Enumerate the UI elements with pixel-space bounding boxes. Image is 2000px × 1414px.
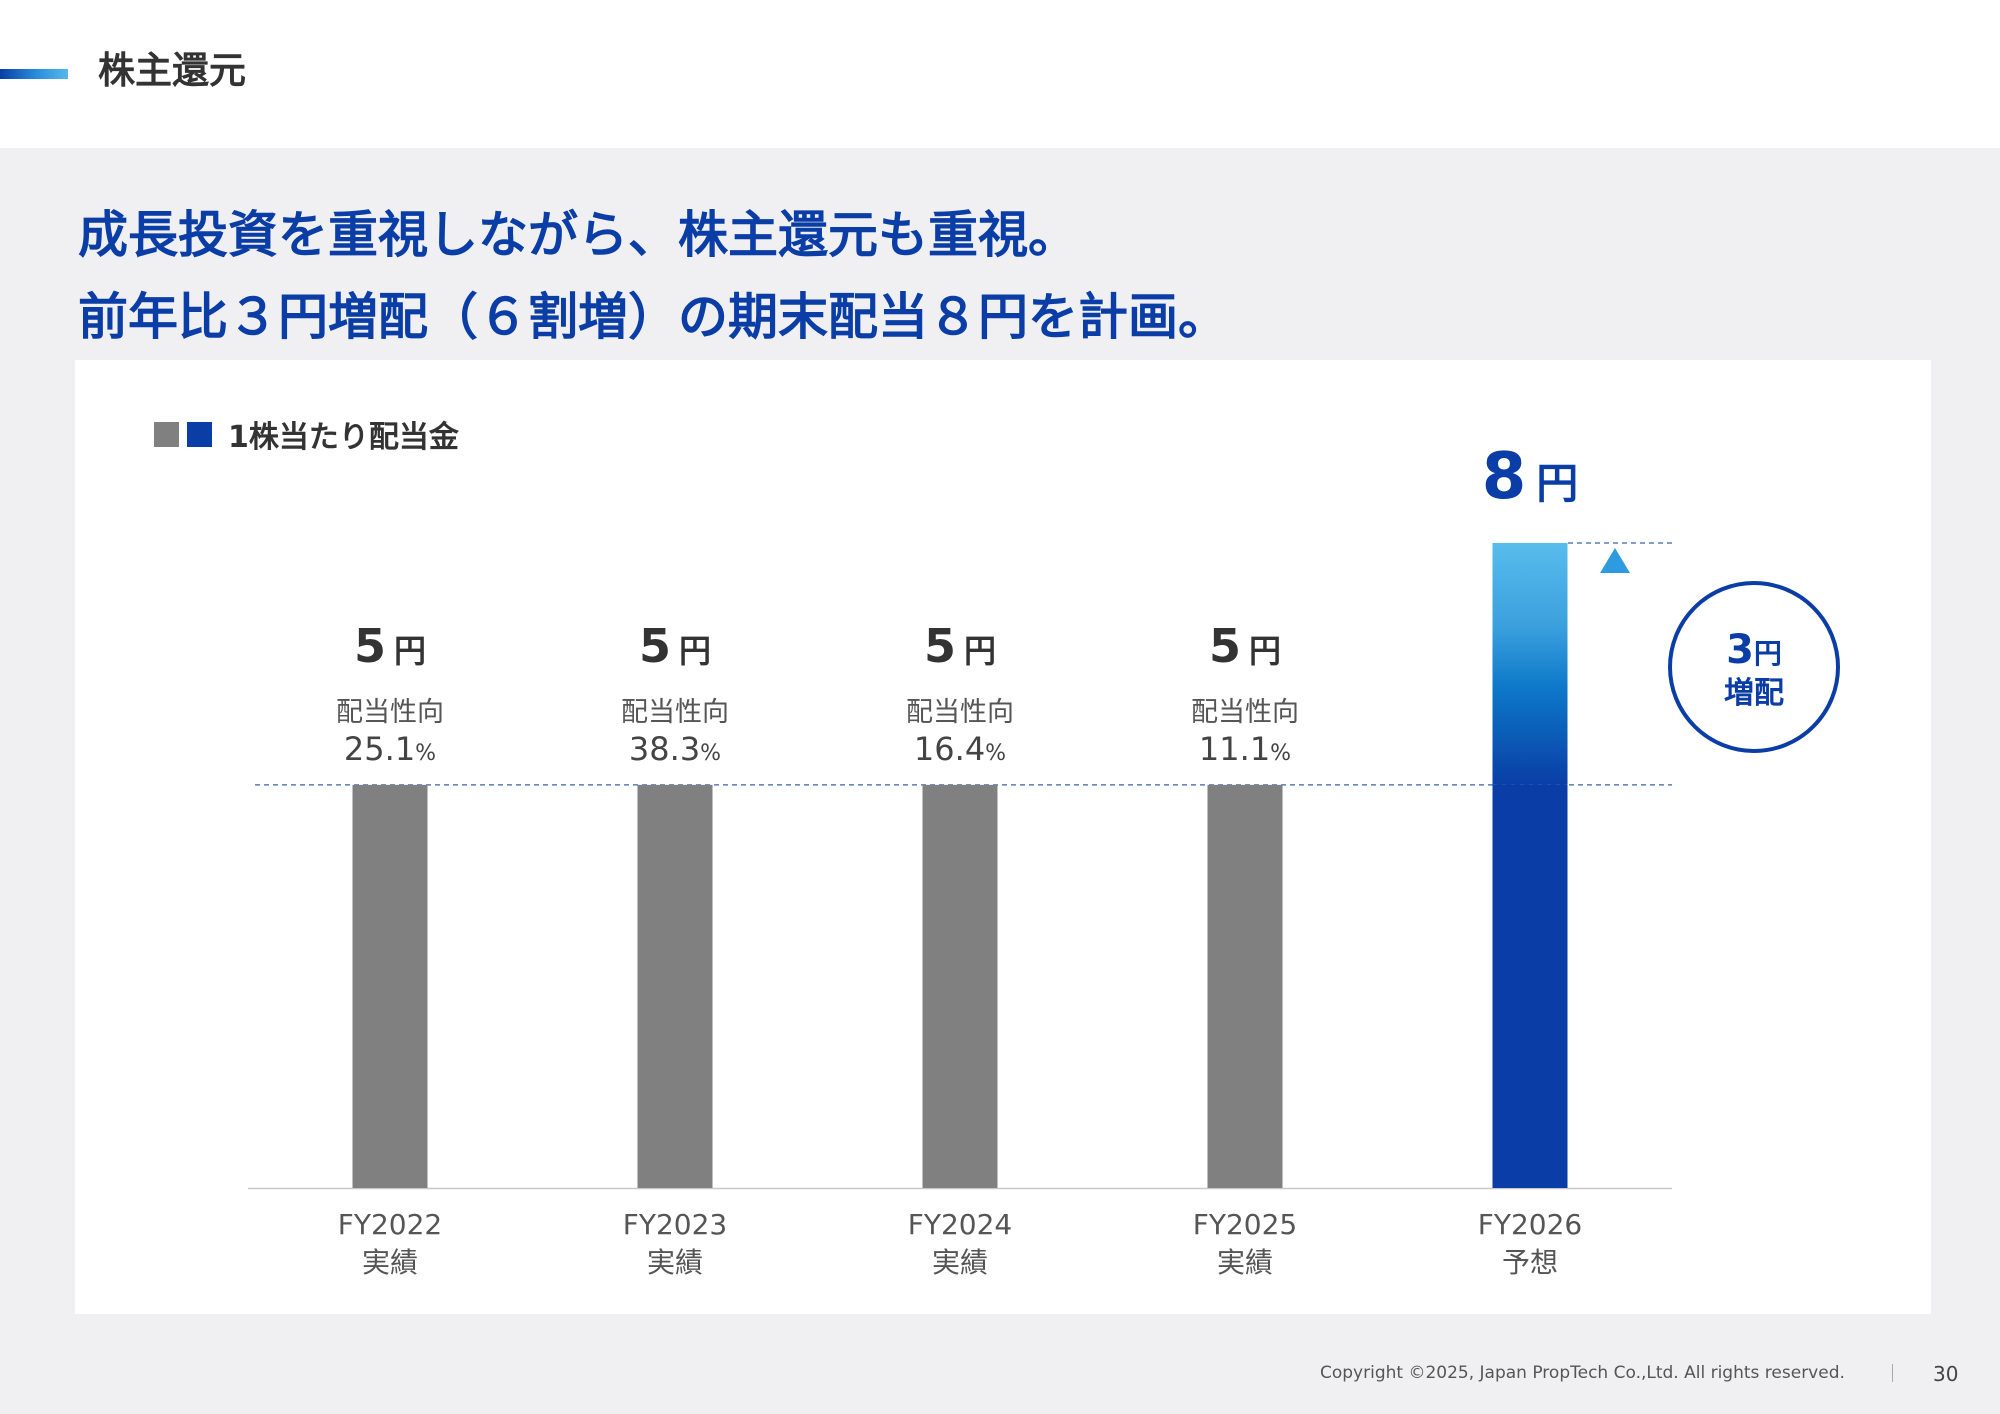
legend-swatch-actual	[154, 421, 179, 447]
footer-separator	[1892, 1364, 1893, 1382]
payout-ratio-label: 配当性向	[621, 697, 729, 728]
section-title: 株主還元	[98, 49, 246, 92]
increase-badge-value: 3円	[1726, 627, 1782, 673]
header-accent-bar	[0, 69, 68, 79]
page-number: 30	[1933, 1362, 1959, 1386]
x-tick-label-FY2023: FY2023	[623, 1208, 727, 1241]
chart-title: 1株当たり配当金	[228, 420, 459, 455]
payout-ratio-label: 配当性向	[1191, 697, 1299, 728]
payout-ratio-label: 配当性向	[906, 697, 1014, 728]
bar-FY2023	[637, 784, 713, 1188]
x-tick-label-FY2025: FY2025	[1193, 1208, 1297, 1241]
bar-FY2022	[352, 784, 428, 1188]
chart-legend: 1株当たり配当金	[154, 418, 459, 455]
payout-ratio-value-FY2025: 11.1%	[1199, 730, 1291, 768]
bar-FY2026-base	[1492, 784, 1568, 1188]
x-tick-sublabel-FY2024: 実績	[932, 1246, 988, 1279]
payout-ratio-value-FY2024: 16.4%	[914, 730, 1006, 768]
increase-badge-label: 増配	[1724, 676, 1784, 711]
x-tick-sublabel-FY2023: 実績	[647, 1246, 703, 1279]
bar-FY2025	[1207, 784, 1283, 1188]
x-tick-sublabel-FY2022: 実績	[362, 1246, 418, 1279]
headline: 成長投資を重視しながら、株主還元も重視。 前年比３円増配（６割増）の期末配当８円…	[78, 194, 1228, 358]
x-tick-sublabel-FY2025: 実績	[1217, 1246, 1273, 1279]
payout-ratio-value-FY2022: 25.1%	[344, 730, 436, 768]
bar-FY2024	[922, 784, 998, 1188]
headline-line-2: 前年比３円増配（６割増）の期末配当８円を計画。	[78, 288, 1228, 346]
x-tick-sublabel-FY2026: 予想	[1502, 1246, 1558, 1279]
x-tick-label-FY2024: FY2024	[908, 1208, 1012, 1241]
bar-FY2026-increase	[1492, 543, 1568, 785]
increase-arrow-head	[1600, 548, 1630, 573]
top-header: 株主還元	[0, 0, 2000, 148]
payout-ratio-value-FY2023: 38.3%	[629, 730, 721, 768]
payout-ratio-label: 配当性向	[336, 697, 444, 728]
headline-line-1: 成長投資を重視しながら、株主還元も重視。	[78, 206, 1078, 264]
legend-swatch-forecast	[187, 421, 212, 447]
copyright: Copyright ©2025, Japan PropTech Co.,Ltd.…	[1320, 1363, 1845, 1383]
increase-badge	[1668, 581, 1840, 753]
x-tick-label-FY2022: FY2022	[338, 1208, 442, 1241]
x-tick-label-FY2026: FY2026	[1478, 1208, 1582, 1241]
